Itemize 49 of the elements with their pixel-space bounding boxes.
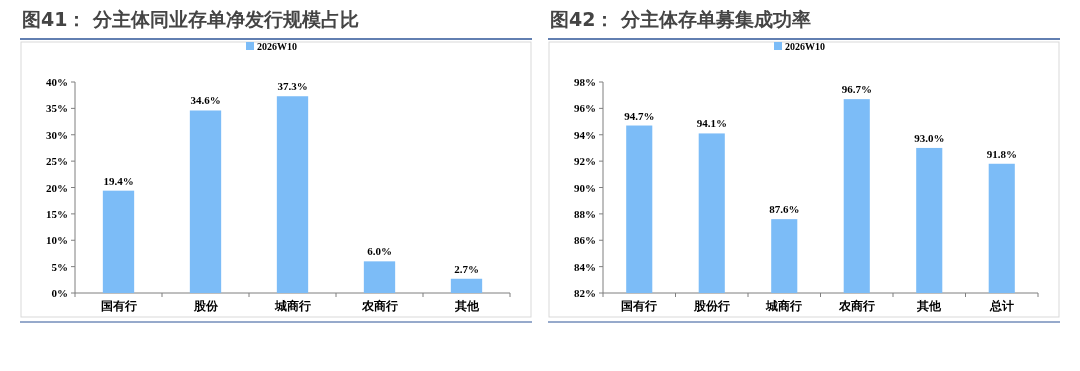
y-tick-label: 15% (46, 207, 68, 220)
data-label: 96.7% (841, 83, 872, 96)
data-label: 93.0% (914, 131, 945, 144)
chart-title: 图41： 分主体同业存单净发行规模占比 (22, 8, 360, 30)
data-label: 94.1% (696, 117, 727, 130)
y-tick-label: 86% (574, 234, 596, 247)
x-tick-label: 城商行 (765, 299, 803, 313)
y-tick-label: 40% (46, 76, 68, 88)
data-label: 6.0% (367, 245, 392, 258)
x-tick-label: 农商行 (360, 299, 398, 313)
x-tick-label: 农商行 (837, 299, 875, 313)
y-tick-label: 88% (574, 207, 596, 220)
y-tick-label: 5% (51, 260, 68, 273)
y-tick-label: 30% (46, 128, 68, 141)
x-tick-label: 国有行 (621, 299, 658, 313)
data-label: 2.7% (454, 262, 479, 275)
data-label: 94.7% (624, 109, 655, 122)
x-tick-label: 城商行 (273, 299, 311, 313)
y-tick-label: 82% (574, 287, 596, 299)
legend-label: 2026W10 (785, 41, 825, 52)
bar (363, 261, 396, 293)
y-tick-label: 0% (51, 287, 68, 299)
x-tick-label: 其他 (453, 299, 480, 313)
data-label: 34.6% (190, 94, 221, 107)
x-tick-label: 国有行 (100, 299, 137, 313)
x-tick-label: 股份 (192, 299, 219, 313)
y-tick-label: 90% (574, 181, 596, 194)
y-tick-label: 20% (46, 181, 68, 194)
y-tick-label: 25% (46, 155, 68, 168)
x-tick-label: 股份行 (692, 299, 730, 313)
y-tick-label: 94% (574, 128, 596, 141)
data-label: 37.3% (277, 80, 308, 93)
data-label: 91.8% (986, 147, 1017, 160)
y-tick-label: 10% (46, 234, 68, 247)
bar (102, 190, 135, 293)
y-tick-label: 98% (574, 76, 596, 88)
legend-label: 2026W10 (257, 41, 297, 52)
y-tick-label: 84% (574, 260, 596, 273)
y-tick-label: 35% (46, 102, 68, 115)
data-label: 87.6% (769, 203, 800, 216)
y-tick-label: 96% (574, 102, 596, 115)
data-label: 19.4% (103, 174, 134, 187)
y-tick-label: 92% (574, 155, 596, 168)
x-tick-label: 总计 (988, 299, 1014, 313)
bar (450, 278, 483, 293)
bar (189, 110, 222, 293)
chart-title: 图42： 分主体存单募集成功率 (550, 8, 812, 30)
bar (276, 96, 309, 293)
x-tick-label: 其他 (916, 299, 943, 313)
